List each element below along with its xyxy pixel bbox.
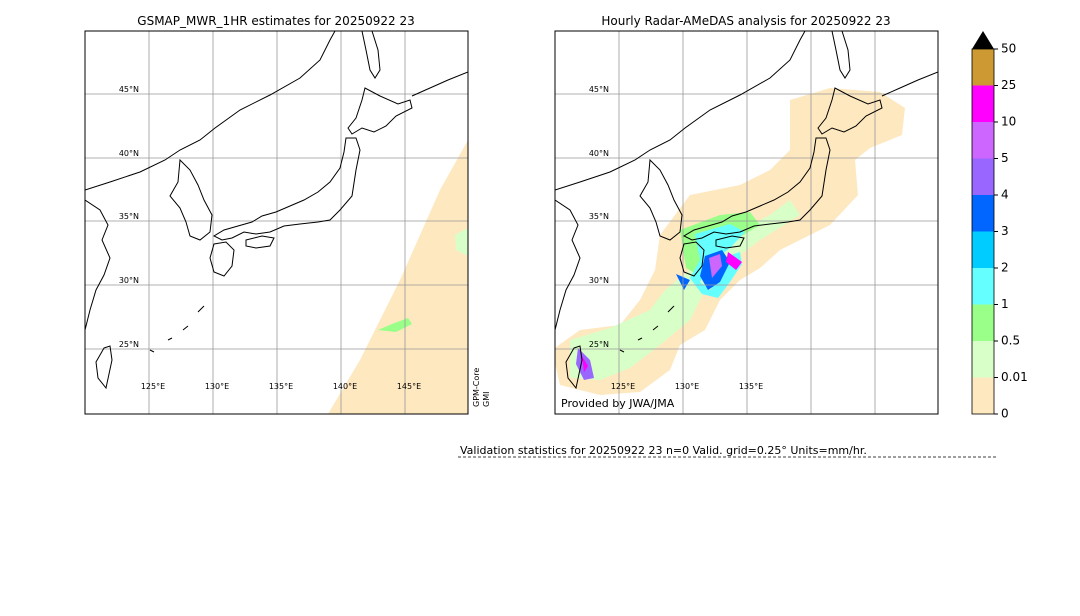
lat-label: 35°N (589, 212, 609, 221)
sensor-label: GMI (482, 392, 491, 407)
map-frame (554, 30, 939, 415)
colorbar-swatch (972, 231, 994, 268)
lat-label: 40°N (119, 149, 139, 158)
lat-label: 25°N (119, 340, 139, 349)
map-frame (84, 30, 469, 415)
colorbar-label: 0.01 (1001, 370, 1028, 384)
lat-label: 45°N (119, 85, 139, 94)
colorbar-label: 5 (1001, 151, 1009, 165)
panel-title: GSMAP_MWR_1HR estimates for 20250922 23 (137, 14, 414, 28)
precip-area (726, 252, 742, 270)
colorbar-label: 3 (1001, 224, 1009, 238)
colorbar-swatch (972, 49, 994, 86)
lon-label: 125°E (611, 382, 635, 391)
colorbar-swatch (972, 85, 994, 122)
colorbar-label: 2 (1001, 261, 1009, 275)
precip-area (709, 254, 722, 278)
panel-title: Hourly Radar-AMeDAS analysis for 2025092… (601, 14, 890, 28)
colorbar-swatch (972, 122, 994, 159)
graticule (85, 31, 468, 414)
lon-label: 140°E (333, 382, 357, 391)
lat-label: 25°N (589, 340, 609, 349)
colorbar-swatch (972, 377, 994, 414)
lon-label: 130°E (205, 382, 229, 391)
credit: Provided by JWA/JMA (561, 397, 675, 410)
graticule (555, 31, 938, 414)
validation-text: Validation statistics for 20250922 23 n=… (460, 444, 867, 457)
colorbar-extend (972, 31, 994, 49)
precip-area (582, 356, 588, 372)
colorbar-swatch (972, 341, 994, 378)
colorbar-label: 25 (1001, 78, 1016, 92)
lon-label: 130°E (675, 382, 699, 391)
colorbar: 0 0.01 0.5 1 2 3 4 5 10 25 50 (971, 31, 1028, 421)
colorbar-label: 4 (1001, 188, 1009, 202)
lon-label: 145°E (397, 382, 421, 391)
colorbar-swatch (972, 195, 994, 232)
lon-label: 135°E (739, 382, 763, 391)
colorbar-swatch (972, 268, 994, 305)
lon-label: 125°E (141, 382, 165, 391)
colorbar-label: 0 (1001, 407, 1009, 421)
lat-label: 45°N (589, 85, 609, 94)
precip-area (690, 224, 745, 298)
lon-label: 135°E (269, 382, 293, 391)
precip-area (328, 140, 468, 414)
lat-label: 30°N (119, 276, 139, 285)
colorbar-label: 10 (1001, 115, 1016, 129)
colorbar-swatch (972, 158, 994, 195)
colorbar-label: 50 (1001, 42, 1016, 56)
lat-label: 30°N (589, 276, 609, 285)
colorbar-label: 0.5 (1001, 334, 1020, 348)
colorbar-label: 1 (1001, 297, 1009, 311)
map-right (555, 31, 938, 414)
precip-area (570, 200, 800, 380)
map-left (85, 31, 468, 414)
precip-area (378, 318, 412, 332)
lat-label: 35°N (119, 212, 139, 221)
precip-area (455, 228, 468, 256)
colorbar-swatch (972, 304, 994, 341)
sensor-label: GPM-Core (472, 368, 481, 407)
lat-label: 40°N (589, 149, 609, 158)
